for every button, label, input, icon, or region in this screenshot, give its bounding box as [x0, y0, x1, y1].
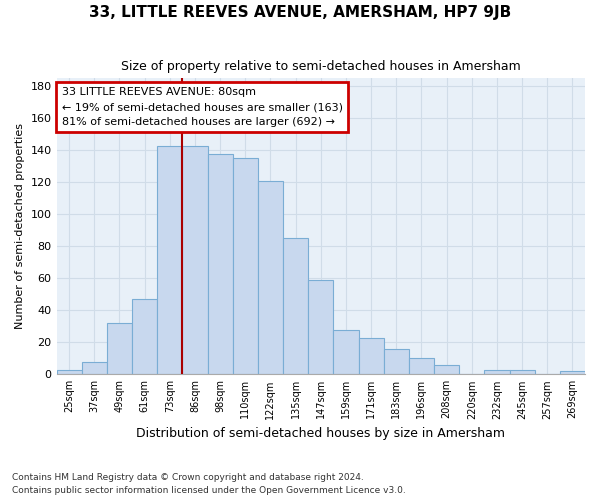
Text: 33 LITTLE REEVES AVENUE: 80sqm
← 19% of semi-detached houses are smaller (163)
8: 33 LITTLE REEVES AVENUE: 80sqm ← 19% of …	[62, 87, 343, 127]
Bar	[107, 323, 132, 374]
Bar	[308, 280, 334, 374]
Bar	[509, 370, 535, 374]
Bar	[334, 330, 359, 374]
Bar	[484, 370, 509, 374]
Bar	[233, 158, 258, 374]
Bar	[283, 238, 308, 374]
Bar	[208, 154, 233, 374]
Text: Contains HM Land Registry data © Crown copyright and database right 2024.: Contains HM Land Registry data © Crown c…	[12, 472, 364, 482]
Bar	[434, 364, 459, 374]
Bar	[409, 358, 434, 374]
Text: Contains public sector information licensed under the Open Government Licence v3: Contains public sector information licen…	[12, 486, 406, 495]
Bar	[258, 180, 283, 374]
Bar	[383, 348, 409, 374]
Bar	[560, 371, 585, 374]
Text: 33, LITTLE REEVES AVENUE, AMERSHAM, HP7 9JB: 33, LITTLE REEVES AVENUE, AMERSHAM, HP7 …	[89, 5, 511, 20]
Bar	[359, 338, 383, 374]
Bar	[157, 146, 182, 374]
Bar	[132, 299, 157, 374]
Y-axis label: Number of semi-detached properties: Number of semi-detached properties	[15, 124, 25, 330]
Bar	[82, 362, 107, 374]
X-axis label: Distribution of semi-detached houses by size in Amersham: Distribution of semi-detached houses by …	[136, 427, 505, 440]
Title: Size of property relative to semi-detached houses in Amersham: Size of property relative to semi-detach…	[121, 60, 521, 73]
Bar	[182, 146, 208, 374]
Bar	[56, 370, 82, 374]
